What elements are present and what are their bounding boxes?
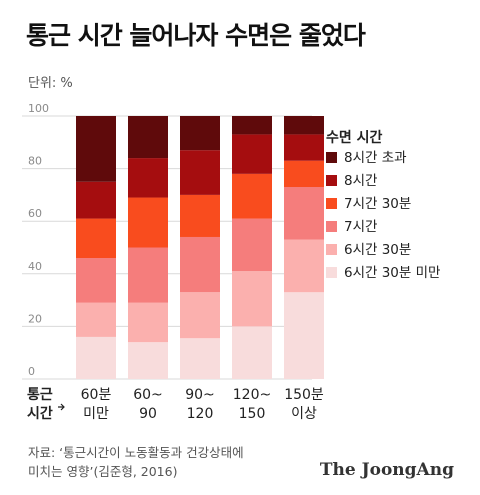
- bar-segment: [232, 116, 272, 135]
- y-tick-label: 100: [28, 102, 49, 115]
- bar-segment: [180, 150, 220, 195]
- chart-title: 통근 시간 늘어나자 수면은 줄었다: [26, 21, 366, 50]
- bar-segment: [128, 302, 168, 343]
- legend-label: 7시간: [344, 219, 377, 235]
- bar-segment: [128, 342, 168, 379]
- source-note: 자료: ‘통근시간이 노동활동과 건강상태에 미치는 영향’(김준형, 2016…: [28, 443, 244, 481]
- x-tick-label: 150: [239, 406, 266, 422]
- bar-segment: [180, 194, 220, 237]
- bar-segment: [76, 258, 116, 303]
- y-tick-label: 0: [28, 365, 35, 378]
- y-tick-label: 80: [28, 155, 42, 168]
- bar-segment: [284, 292, 324, 379]
- bar-segment: [128, 247, 168, 303]
- y-tick-label: 60: [28, 207, 42, 220]
- legend-swatch: [326, 244, 337, 255]
- bar-segment: [284, 239, 324, 293]
- legend-swatch: [326, 152, 337, 163]
- bar-segment: [284, 134, 324, 161]
- x-axis-title: 통근: [27, 387, 53, 403]
- bar-segment: [128, 158, 168, 198]
- x-tick-label: 60분: [81, 387, 112, 403]
- legend-label: 8시간: [344, 173, 377, 189]
- bar-segment: [128, 197, 168, 248]
- x-tick-label: 60~: [133, 387, 163, 403]
- bar-segment: [76, 336, 116, 379]
- bar-segment: [284, 160, 324, 188]
- bar-segment: [180, 236, 220, 293]
- legend-label: 8시간 초과: [344, 150, 407, 166]
- legend-label: 6시간 30분 미만: [344, 265, 440, 281]
- legend-swatch: [326, 221, 337, 232]
- bar-segment: [180, 338, 220, 379]
- x-tick-label: 90: [139, 406, 157, 422]
- bar-segment: [180, 292, 220, 339]
- bar-segment: [76, 181, 116, 219]
- bar-segment: [232, 271, 272, 327]
- y-tick-label: 40: [28, 260, 42, 273]
- x-tick-label: 미만: [83, 406, 109, 422]
- bar-segment: [128, 116, 168, 159]
- legend-label: 7시간 30분: [344, 196, 411, 212]
- x-tick-label: 120~: [233, 387, 271, 403]
- bar-segment: [232, 134, 272, 174]
- bar-segment: [76, 218, 116, 259]
- legend-swatch: [326, 267, 337, 278]
- x-tick-label: 150분: [284, 387, 324, 403]
- bar-segment: [76, 302, 116, 337]
- bar-segment: [76, 116, 116, 182]
- bar-segment: [284, 187, 324, 240]
- x-tick-label: 90~: [185, 387, 215, 403]
- legend-swatch: [326, 198, 337, 209]
- x-tick-label: 이상: [291, 406, 317, 422]
- bar-segment: [232, 326, 272, 379]
- brand-logo: The JoongAng: [319, 460, 454, 480]
- source-line-1: 자료: ‘통근시간이 노동활동과 건강상태에: [28, 445, 244, 460]
- x-tick-label: 120: [187, 406, 214, 422]
- bar-segment: [232, 173, 272, 219]
- arrow-icon: [58, 403, 65, 411]
- y-tick-label: 20: [28, 312, 42, 325]
- bar-segment: [284, 116, 324, 135]
- bar-segment: [180, 116, 220, 151]
- x-axis-title: 시간: [27, 405, 53, 422]
- unit-label: 단위: %: [28, 76, 73, 91]
- legend-title: 수면 시간: [326, 129, 383, 146]
- bar-segment: [232, 218, 272, 272]
- source-line-2: 미치는 영향’(김준형, 2016): [28, 464, 178, 479]
- legend-swatch: [326, 175, 337, 186]
- legend-label: 6시간 30분: [344, 242, 411, 258]
